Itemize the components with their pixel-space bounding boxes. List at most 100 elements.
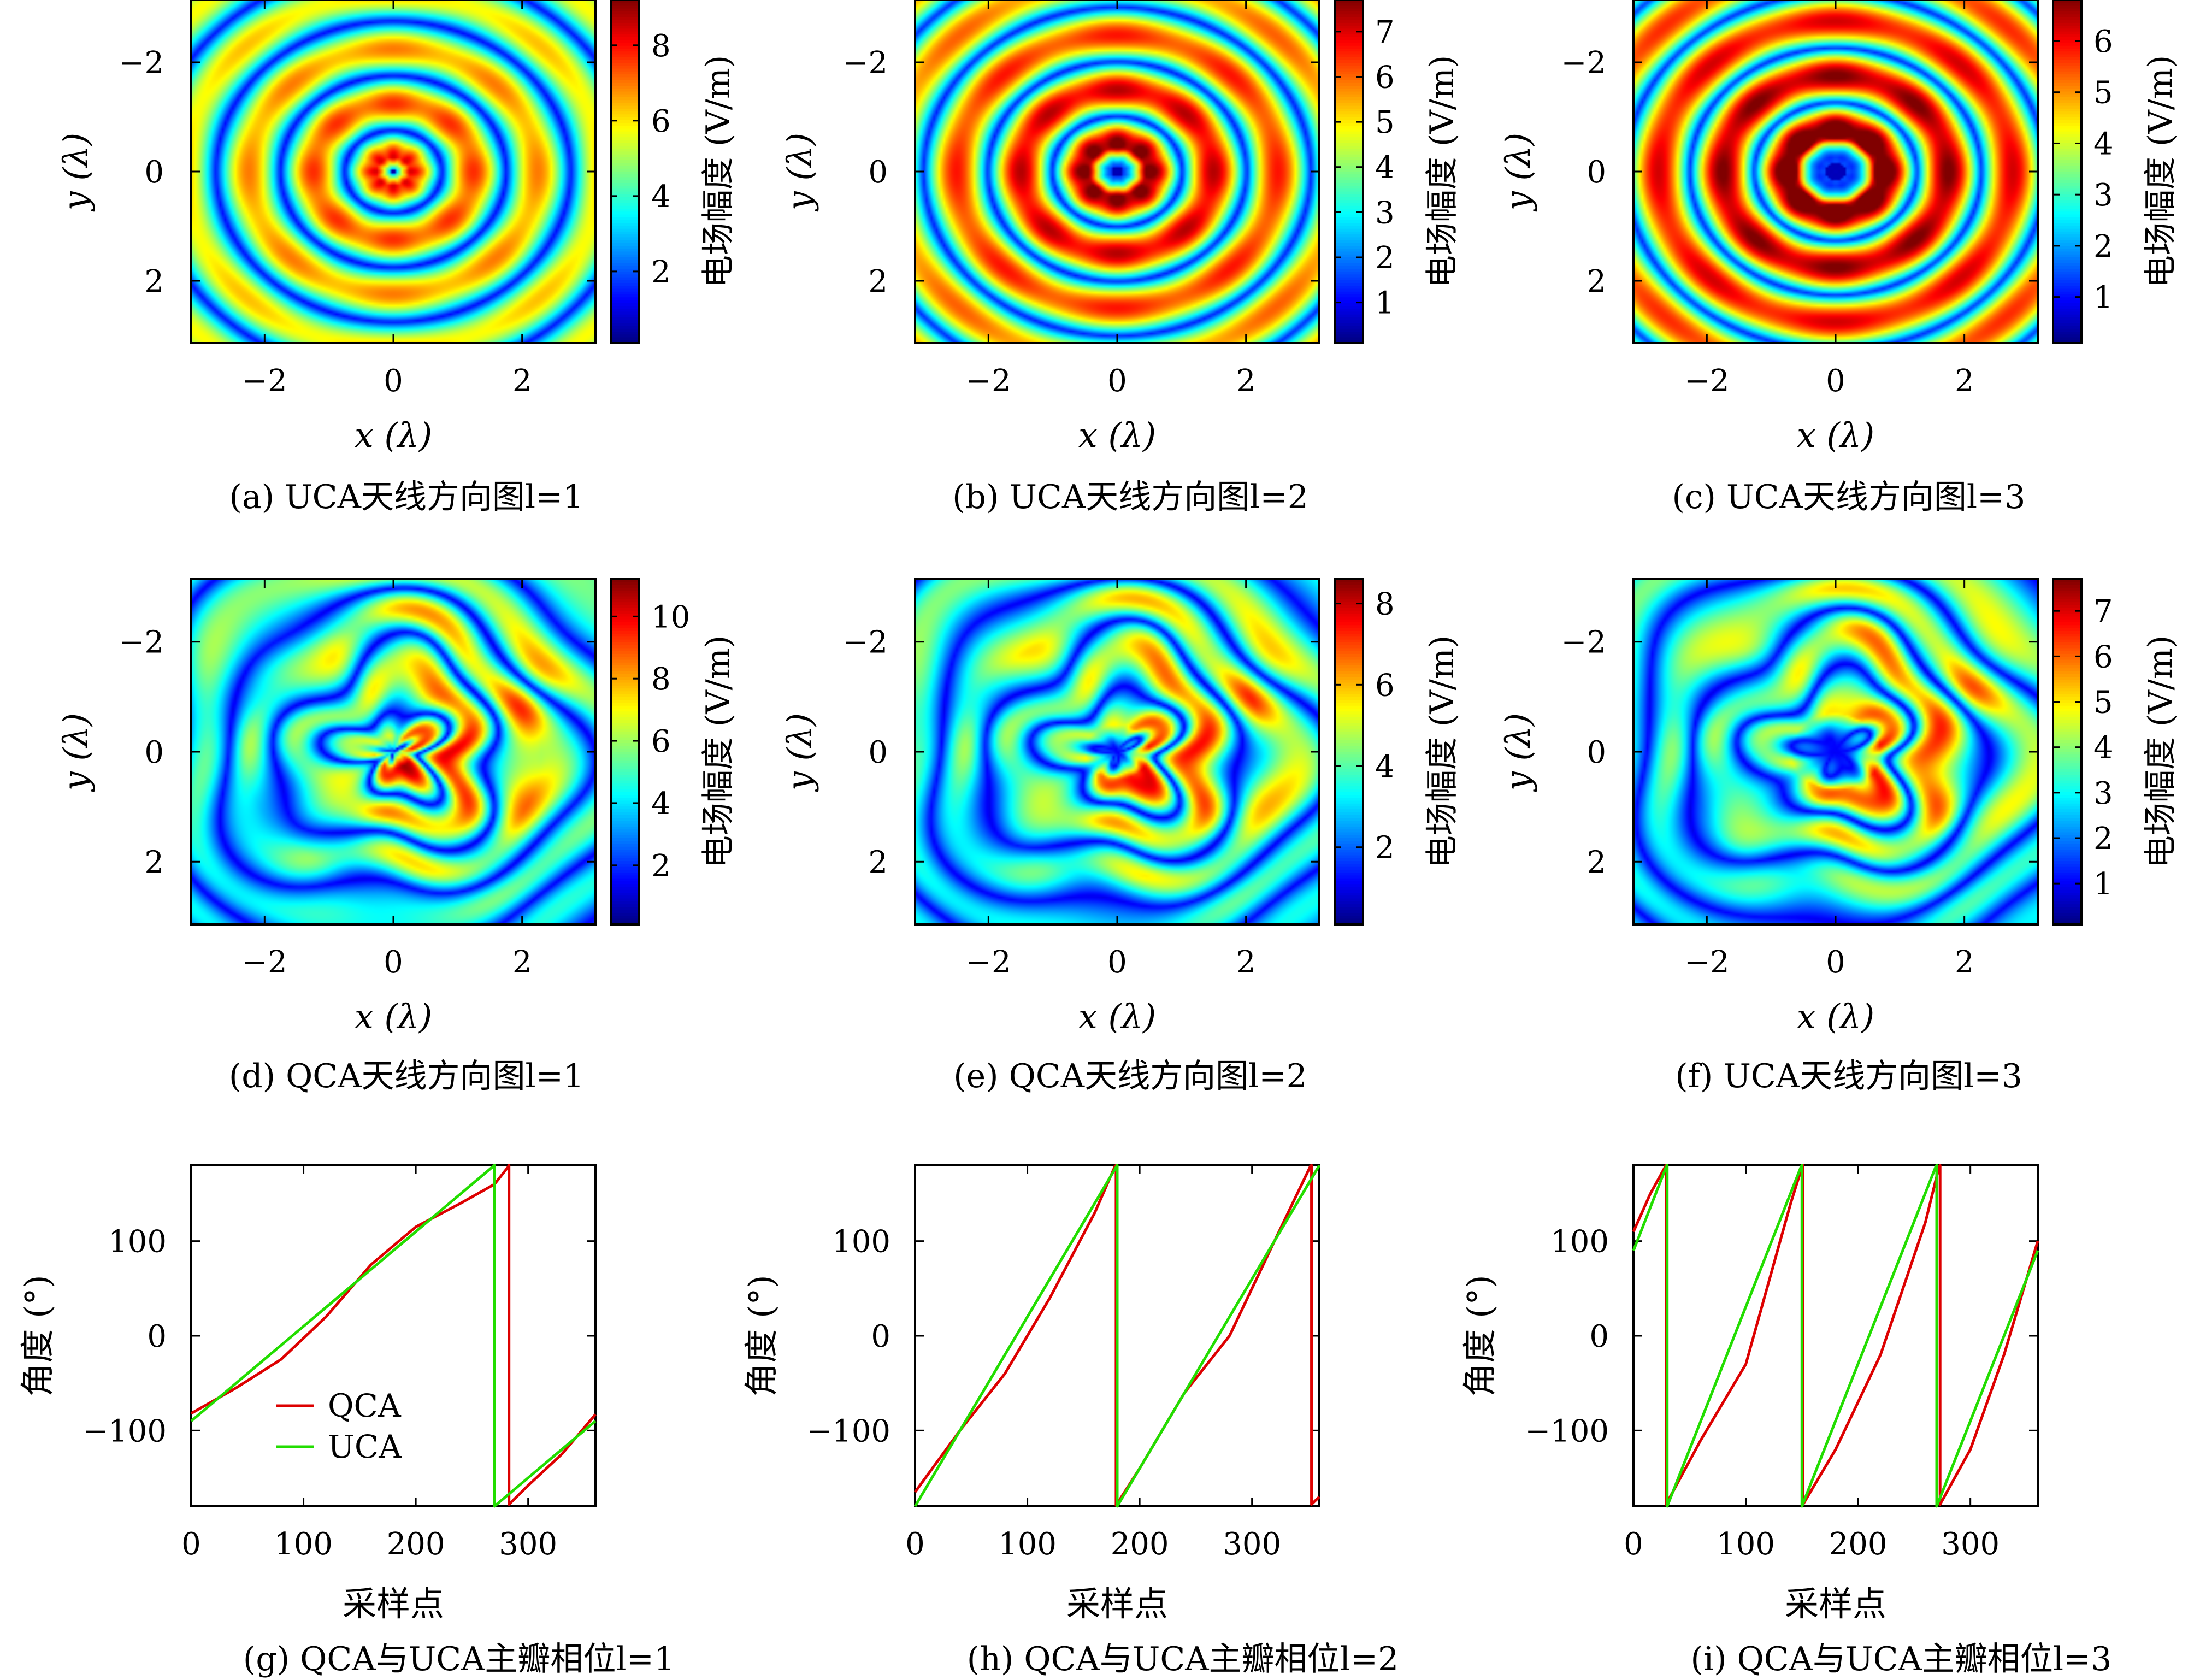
legend-entry: UCA bbox=[328, 1428, 402, 1465]
colorbar-segment bbox=[1335, 898, 1363, 902]
colorbar-segment bbox=[2053, 149, 2081, 152]
colorbar-segment bbox=[2053, 103, 2081, 107]
colorbar-segment bbox=[1335, 149, 1363, 152]
colorbar-segment bbox=[611, 34, 639, 38]
colorbar-segment bbox=[611, 40, 639, 44]
colorbar-segment bbox=[2053, 688, 2081, 692]
colorbar-segment bbox=[611, 821, 639, 824]
x-tick-label: 0 bbox=[181, 1526, 201, 1562]
colorbar-segment bbox=[1335, 120, 1363, 124]
colorbar-segment bbox=[2053, 120, 2081, 124]
colorbar-segment bbox=[611, 174, 639, 178]
colorbar-segment bbox=[2053, 605, 2081, 609]
colorbar-segment bbox=[611, 209, 639, 213]
colorbar-segment bbox=[2053, 792, 2081, 795]
colorbar-segment bbox=[2053, 108, 2081, 113]
colorbar-segment bbox=[2053, 14, 2081, 18]
x-axis-label: x (λ) bbox=[1797, 415, 1874, 455]
colorbar-segment bbox=[2053, 243, 2081, 247]
colorbar-segment bbox=[611, 850, 639, 853]
y-tick-label: −2 bbox=[842, 625, 888, 661]
colorbar-segment bbox=[611, 610, 639, 615]
colorbar-segment bbox=[611, 68, 639, 72]
colorbar-segment bbox=[1335, 28, 1363, 32]
colorbar-segment bbox=[1335, 680, 1363, 683]
colorbar-segment bbox=[2053, 231, 2081, 235]
colorbar-segment bbox=[1335, 835, 1363, 839]
colorbar-segment bbox=[611, 841, 639, 845]
colorbar-segment bbox=[1335, 826, 1363, 830]
y-axis-label: 角度 (°) bbox=[1460, 1275, 1500, 1396]
colorbar-segment bbox=[2053, 737, 2081, 741]
colorbar-label: 电场幅度 (V/m) bbox=[699, 55, 738, 288]
colorbar-segment bbox=[2053, 254, 2081, 258]
line-panel-i: 0 100 200 300 100 0 −100 采样点 角度 (°) (i) QCA与UCA主瓣… bbox=[1460, 1164, 2112, 1678]
colorbar-segment bbox=[611, 625, 639, 629]
colorbar-segment bbox=[611, 305, 639, 310]
colorbar-segment bbox=[1335, 340, 1363, 344]
colorbar-segment bbox=[1335, 188, 1363, 192]
colorbar-segment bbox=[611, 907, 639, 911]
colorbar-segment bbox=[2053, 326, 2081, 329]
colorbar-segment bbox=[2053, 694, 2081, 698]
colorbar-segment bbox=[1335, 328, 1363, 333]
y-tick-label: −2 bbox=[1561, 45, 1606, 81]
colorbar-segment bbox=[1335, 168, 1363, 172]
colorbar-tick-label: 6 bbox=[651, 104, 671, 139]
colorbar-segment bbox=[2053, 901, 2081, 905]
colorbar-segment bbox=[2053, 166, 2081, 169]
colorbar-segment bbox=[1335, 884, 1363, 888]
colorbar-segment bbox=[1335, 852, 1363, 856]
colorbar-segment bbox=[1335, 818, 1363, 822]
colorbar-segment bbox=[611, 66, 639, 69]
x-axis-label: x (λ) bbox=[355, 415, 432, 455]
colorbar-segment bbox=[2053, 855, 2081, 859]
colorbar-segment bbox=[1335, 771, 1363, 776]
colorbar-segment bbox=[2053, 709, 2081, 712]
x-tick-label: 200 bbox=[387, 1526, 445, 1562]
series-line-qca bbox=[190, 1164, 597, 1506]
colorbar-segment bbox=[611, 22, 639, 27]
colorbar-segment bbox=[1335, 114, 1363, 118]
colorbar-segment bbox=[2053, 697, 2081, 701]
colorbar-segment bbox=[611, 789, 639, 793]
colorbar-segment bbox=[2053, 771, 2081, 776]
colorbar-segment bbox=[2053, 864, 2081, 868]
colorbar-segment bbox=[1335, 659, 1363, 663]
x-tick-label: −2 bbox=[242, 945, 287, 980]
colorbar-segment bbox=[611, 691, 639, 695]
colorbar-tick-label: 8 bbox=[651, 662, 671, 697]
colorbar-segment bbox=[611, 280, 639, 284]
colorbar-segment bbox=[1335, 257, 1363, 261]
colorbar-segment bbox=[611, 659, 639, 663]
colorbar-segment bbox=[1335, 17, 1363, 21]
colorbar-segment bbox=[611, 249, 639, 252]
colorbar-segment bbox=[1335, 286, 1363, 290]
colorbar-segment bbox=[611, 54, 639, 58]
colorbar-segment bbox=[611, 889, 639, 894]
colorbar-tick-label: 7 bbox=[1375, 15, 1395, 50]
colorbar-segment bbox=[2053, 829, 2081, 833]
colorbar-segment bbox=[611, 720, 639, 724]
colorbar-segment bbox=[2053, 91, 2081, 95]
colorbar-segment bbox=[611, 251, 639, 255]
colorbar-segment bbox=[2053, 732, 2081, 735]
colorbar-segment bbox=[2053, 251, 2081, 255]
colorbar-segment bbox=[611, 732, 639, 735]
colorbar-segment bbox=[1335, 815, 1363, 819]
colorbar-segment bbox=[2053, 625, 2081, 629]
colorbar-segment bbox=[2053, 671, 2081, 675]
colorbar-segment bbox=[1335, 625, 1363, 629]
colorbar-segment bbox=[2053, 889, 2081, 894]
colorbar-segment bbox=[2053, 622, 2081, 626]
colorbar-segment bbox=[611, 605, 639, 609]
colorbar-segment bbox=[2053, 838, 2081, 842]
colorbar-segment bbox=[2053, 240, 2081, 244]
colorbar-segment bbox=[2053, 74, 2081, 78]
colorbar-segment bbox=[611, 257, 639, 261]
colorbar-tick-label: 8 bbox=[651, 28, 671, 64]
colorbar-tick-label: 6 bbox=[651, 724, 671, 759]
colorbar-segment bbox=[611, 602, 639, 606]
colorbar-segment bbox=[611, 657, 639, 661]
colorbar-segment bbox=[611, 668, 639, 672]
